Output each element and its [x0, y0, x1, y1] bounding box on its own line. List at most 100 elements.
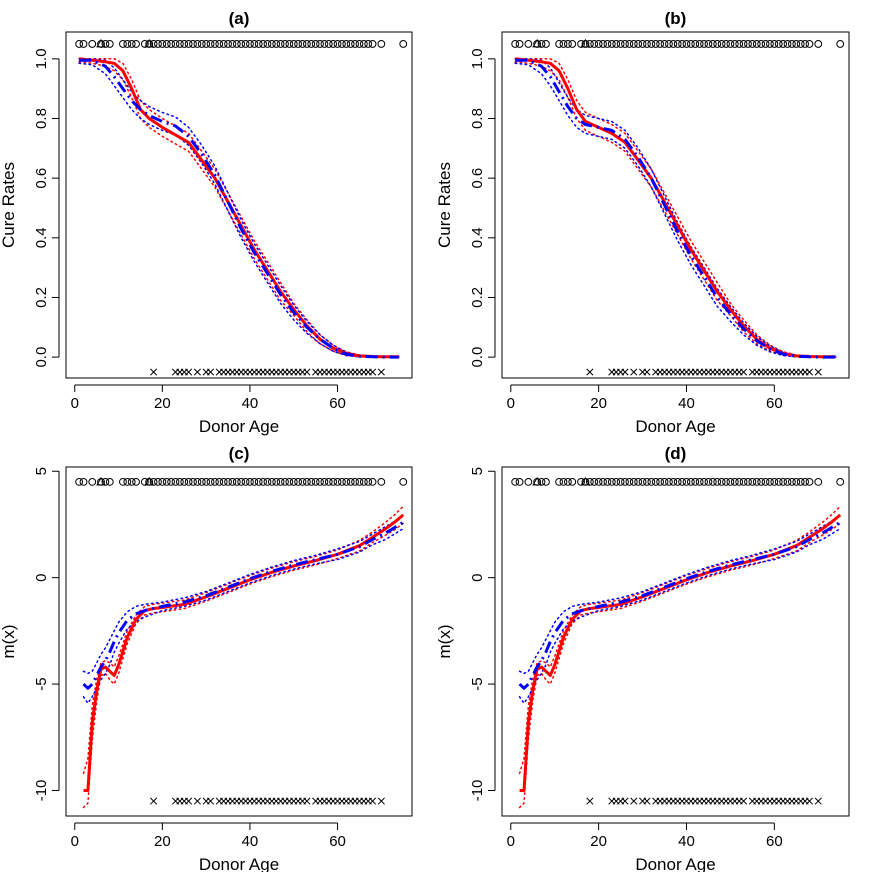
censored-mark [647, 477, 656, 486]
censored-mark [368, 477, 377, 486]
censored-mark [241, 40, 250, 48]
censored-mark [364, 40, 373, 48]
censored-mark [219, 477, 228, 486]
event-marks [586, 797, 822, 805]
censored-mark [792, 40, 801, 48]
censored-mark [127, 477, 136, 486]
censored-mark [355, 477, 364, 486]
event-mark [586, 368, 594, 376]
y-tick-label: 0 [469, 573, 486, 581]
y-axis-label: Cure Rates [0, 162, 18, 248]
censored-mark [708, 40, 717, 48]
censored-mark [542, 477, 550, 486]
censored-mark [686, 477, 695, 486]
censored-mark [686, 40, 695, 48]
censored-mark [167, 477, 176, 486]
censored-mark [700, 40, 708, 48]
censored-mark [158, 477, 167, 486]
censored-mark [761, 40, 770, 48]
censored-mark [524, 477, 533, 486]
censored-mark [285, 40, 294, 48]
x-axis: 0 20 40 60 Donor Age [507, 822, 783, 872]
censored-mark [766, 40, 774, 48]
censored-mark [625, 477, 634, 486]
censored-mark [324, 477, 333, 486]
censored-mark [770, 40, 779, 48]
event-mark [377, 797, 385, 805]
censored-mark [368, 40, 377, 48]
plot-frame [501, 466, 850, 817]
censored-mark [351, 40, 359, 48]
censored-mark [267, 477, 276, 486]
censored-mark [568, 477, 577, 486]
censored-mark [836, 477, 845, 486]
censored-mark [805, 477, 814, 486]
censored-mark [351, 477, 359, 486]
censored-mark [735, 40, 744, 48]
censored-mark [237, 40, 246, 48]
x-tick-label: 60 [329, 833, 346, 850]
x-tick-label: 20 [154, 833, 171, 850]
event-mark [814, 368, 822, 376]
censored-mark [180, 40, 189, 48]
censored-mark [75, 40, 84, 48]
chart-panel-a: (a) 0 20 40 60 Donor Age 0.0 0.2 0.4 0.6 0.8 1.0 Cur… [0, 9, 413, 436]
event-marks [150, 368, 385, 376]
censored-mark [621, 477, 629, 486]
censored-mark [524, 40, 533, 48]
censored-mark [774, 40, 783, 48]
censored-mark [259, 40, 267, 48]
x-tick-label: 20 [154, 395, 171, 412]
censored-mark [254, 40, 263, 48]
series-band-red-lower [78, 61, 400, 358]
censored-mark [202, 40, 211, 48]
censored-mark [713, 40, 722, 48]
censored-mark [704, 40, 713, 48]
series-band-red-upper [78, 58, 400, 358]
x-tick-label: 60 [766, 833, 783, 850]
censored-mark [787, 477, 796, 486]
censored-mark [324, 40, 333, 48]
triangle-mark [144, 38, 155, 48]
x-tick-label: 60 [766, 395, 783, 412]
x-tick-label: 0 [507, 395, 515, 412]
triangle-mark [580, 476, 591, 486]
x-tick-label: 20 [590, 395, 607, 412]
censored-mark [171, 40, 180, 48]
censored-mark [730, 477, 739, 486]
censored-mark [682, 40, 691, 48]
censored-mark [171, 477, 180, 486]
censored-mark [678, 477, 686, 486]
x-tick-label: 40 [242, 833, 259, 850]
censored-mark [656, 40, 665, 48]
y-tick-label: 0.6 [469, 168, 486, 189]
censored-mark [289, 40, 298, 48]
censored-mark [700, 477, 708, 486]
censored-mark [338, 40, 346, 48]
censored-mark [232, 40, 241, 48]
x-tick-label: 40 [678, 833, 695, 850]
censored-mark [836, 40, 845, 48]
censored-mark [224, 40, 232, 48]
censored-mark [119, 40, 127, 48]
censored-mark [603, 477, 612, 486]
censored-mark [316, 40, 324, 48]
y-tick-label: -10 [33, 780, 50, 802]
y-axis: -10 -5 0 5 m(x) [0, 467, 60, 802]
censored-mark [359, 40, 368, 48]
censored-mark [695, 40, 704, 48]
event-mark [814, 797, 822, 805]
censored-mark [673, 477, 682, 486]
y-axis-label: Cure Rates [435, 162, 454, 248]
y-tick-label: -5 [33, 677, 50, 690]
event-mark [303, 797, 311, 805]
censored-mark [761, 477, 770, 486]
censored-mark [651, 40, 660, 48]
event-marks [150, 797, 385, 805]
censored-mark [739, 477, 748, 486]
censored-mark [311, 477, 320, 486]
censored-mark [590, 40, 599, 48]
censored-mark [612, 477, 621, 486]
x-axis-label: Donor Age [199, 417, 279, 436]
censored-mark [651, 477, 660, 486]
